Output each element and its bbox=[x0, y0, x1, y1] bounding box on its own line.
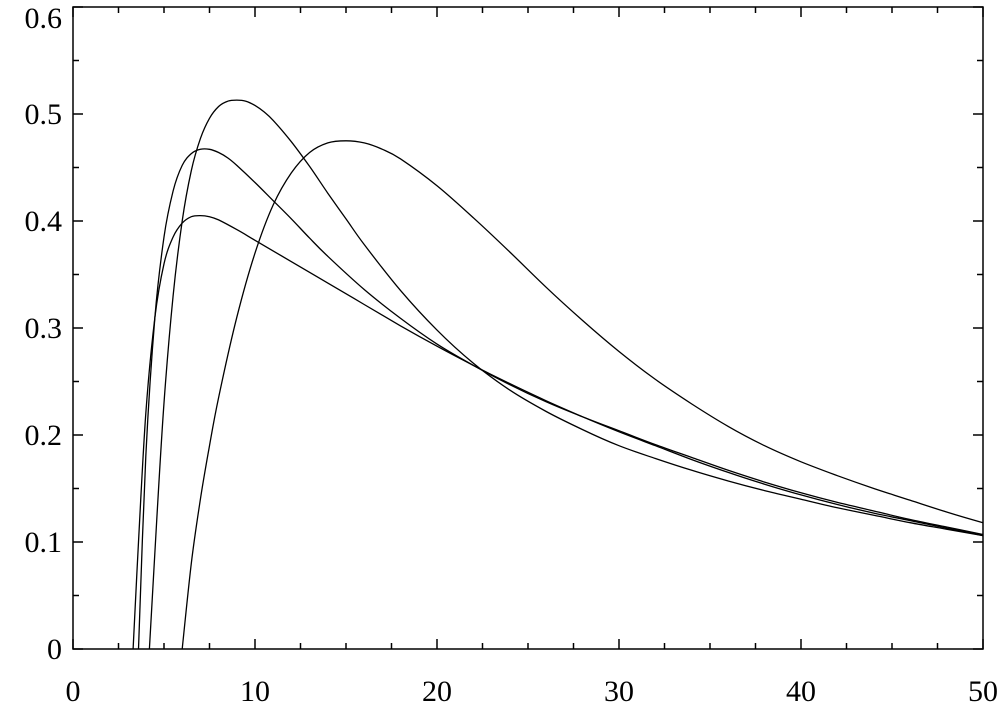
ticks bbox=[72, 6, 984, 650]
y-tick-label: 0.5 bbox=[25, 98, 63, 131]
x-tick-label: 40 bbox=[786, 675, 816, 705]
y-tick-label: 0.4 bbox=[25, 205, 63, 238]
series-line-3 bbox=[148, 99, 984, 650]
y-tick-label: 0.1 bbox=[25, 526, 63, 559]
axes bbox=[72, 6, 984, 650]
tick-labels: 0 10 20 30 40 50 0 0.1 0.2 0.3 0.4 0.5 0.6 bbox=[25, 2, 999, 705]
y-tick-label: 0.2 bbox=[25, 419, 63, 452]
y-tick-label: 0.3 bbox=[25, 312, 63, 345]
y-tick-label: 0.6 bbox=[25, 2, 63, 35]
plot-frame bbox=[72, 6, 984, 650]
x-tick-label: 50 bbox=[968, 675, 998, 705]
series-line-4 bbox=[181, 140, 984, 650]
x-tick-label: 0 bbox=[66, 675, 81, 705]
series-group bbox=[132, 99, 984, 650]
x-tick-label: 30 bbox=[604, 675, 634, 705]
x-tick-label: 10 bbox=[240, 675, 270, 705]
y-tick-label: 0 bbox=[47, 633, 62, 666]
x-tick-label: 20 bbox=[422, 675, 452, 705]
series-line-1 bbox=[132, 214, 984, 650]
series-line-2 bbox=[137, 148, 984, 650]
